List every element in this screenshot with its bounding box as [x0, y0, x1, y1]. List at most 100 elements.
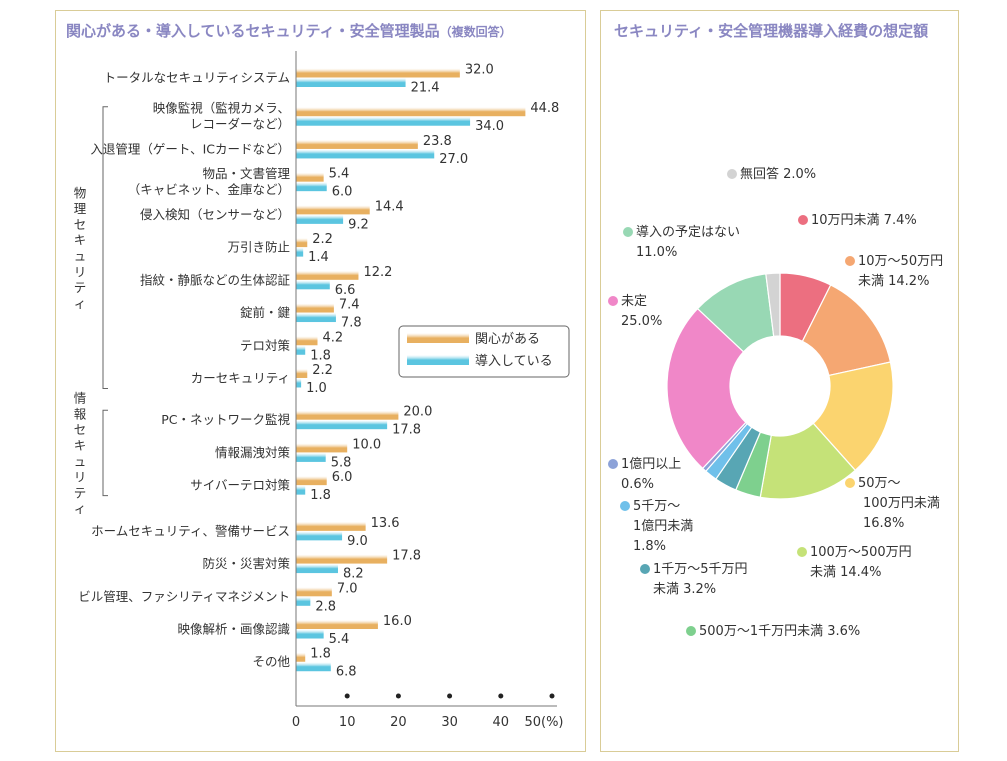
- bar-adopted: [296, 531, 343, 541]
- slice-label: 未定: [621, 294, 647, 309]
- value-label-adopted: 6.0: [332, 185, 353, 200]
- slice-label: 10万円未満 7.4%: [811, 213, 917, 228]
- bar-chart-title-main: 関心がある・導入しているセキュリティ・安全管理製品: [66, 22, 440, 40]
- group-label-char: テ: [74, 280, 87, 295]
- value-label-interest: 7.4: [339, 298, 360, 313]
- group-label-char: リ: [74, 264, 87, 279]
- bar-interest: [296, 139, 418, 149]
- bar-interest: [296, 107, 526, 117]
- group-label-char: リ: [74, 470, 87, 485]
- slice-label: 1億円未満: [633, 518, 693, 534]
- bar-interest: [296, 410, 399, 420]
- value-label-interest: 10.0: [352, 437, 381, 452]
- bar-adopted: [296, 214, 344, 224]
- slice-label-dot: [623, 227, 633, 237]
- slice-label: 未満 14.2%: [858, 274, 929, 289]
- value-label-interest: 14.4: [375, 199, 404, 214]
- category-label: 万引き防止: [227, 240, 290, 255]
- category-label: テロ対策: [240, 338, 291, 353]
- bar-interest: [296, 172, 324, 182]
- bar-interest: [296, 368, 308, 378]
- slice-label: 未満 14.4%: [810, 565, 881, 580]
- slice-label: 16.8%: [863, 516, 904, 531]
- bar-chart-title: 関心がある・導入しているセキュリティ・安全管理製品（複数回答）: [66, 20, 512, 41]
- slice-label: 11.0%: [636, 245, 677, 260]
- category-label: 入退管理（ゲート、ICカードなど）: [90, 141, 290, 156]
- value-label-adopted: 8.2: [343, 567, 364, 582]
- category-label: ホームセキュリティ、警備サービス: [91, 523, 290, 538]
- slice-label: 1億円以上: [621, 456, 681, 472]
- category-label: 指紋・静脈などの生体認証: [140, 272, 291, 287]
- slice-label-dot: [640, 564, 650, 574]
- value-label-interest: 2.2: [312, 363, 333, 378]
- group-label-char: キ: [74, 233, 87, 248]
- group-label-char: セ: [74, 422, 87, 437]
- slice-label: 100万円未満: [863, 496, 940, 511]
- value-label-adopted: 21.4: [411, 81, 440, 96]
- value-label-adopted: 6.6: [335, 283, 356, 298]
- slice-label: 100万～500万円: [810, 545, 912, 560]
- slice-label-dot: [620, 501, 630, 511]
- value-label-interest: 1.8: [310, 647, 331, 662]
- bar-adopted: [296, 452, 326, 462]
- group-label-char: ュ: [74, 454, 87, 469]
- bar-interest: [296, 587, 332, 597]
- category-label: 映像監視（監視カメラ、: [153, 101, 290, 116]
- legend-swatch-adopted: [407, 355, 469, 365]
- value-label-interest: 20.0: [403, 405, 432, 420]
- value-label-adopted: 34.0: [475, 119, 504, 134]
- x-tick-label: 20: [390, 715, 407, 730]
- value-label-adopted: 5.4: [329, 632, 350, 647]
- category-label: ビル管理、ファシリティマネジメント: [78, 589, 290, 604]
- group-label-char: 物: [74, 185, 87, 200]
- slice-label: 5千万～: [633, 499, 680, 514]
- x-tick-dot: [498, 693, 504, 699]
- category-label: トータルなセキュリティシステム: [104, 70, 290, 85]
- bar-adopted: [296, 564, 338, 574]
- group-label-char: 理: [74, 201, 87, 216]
- bar-adopted: [296, 485, 306, 495]
- x-tick-dot: [395, 693, 401, 699]
- value-label-interest: 13.6: [371, 516, 400, 531]
- value-label-adopted: 7.8: [341, 316, 362, 331]
- bar-chart: 32.0 21.4 トータルなセキュリティシステム 44.8 34.0 映像監視（監視カメ…: [74, 51, 570, 730]
- x-tick-dot: [344, 693, 350, 699]
- x-tick-dot: [549, 693, 555, 699]
- slice-label-dot: [608, 459, 618, 469]
- donut-slice: [765, 272, 781, 338]
- category-label: 情報漏洩対策: [215, 445, 291, 460]
- slice-label: 導入の予定はない: [636, 225, 740, 240]
- category-label: サイバーテロ対策: [190, 478, 290, 493]
- value-label-adopted: 1.8: [310, 488, 331, 503]
- bar-adopted: [296, 247, 304, 257]
- value-label-adopted: 5.8: [331, 455, 352, 470]
- value-label-interest: 6.0: [332, 470, 353, 485]
- category-label: 映像解析・画像認識: [177, 622, 290, 637]
- bar-interest: [296, 652, 306, 662]
- value-label-interest: 23.8: [423, 134, 452, 149]
- category-label: レコーダーなど）: [190, 117, 290, 132]
- value-label-adopted: 1.0: [306, 381, 327, 396]
- legend-label-adopted: 導入している: [475, 354, 553, 369]
- slice-label: 0.6%: [621, 477, 654, 492]
- value-label-interest: 4.2: [323, 330, 344, 345]
- slice-label: 無回答 2.0%: [740, 166, 816, 182]
- value-label-interest: 44.8: [530, 101, 559, 116]
- x-tick-label: 30: [441, 715, 458, 730]
- category-label: 物品・文書管理: [202, 166, 290, 181]
- group-label-char: テ: [74, 485, 87, 500]
- slice-label-dot: [845, 478, 855, 488]
- value-label-interest: 2.2: [312, 232, 333, 247]
- bar-adopted: [296, 378, 302, 388]
- slice-label: 50万～: [858, 476, 901, 491]
- slice-label-dot: [686, 626, 696, 636]
- value-label-interest: 17.8: [392, 549, 421, 564]
- bar-interest: [296, 303, 334, 313]
- slice-label: 1千万～5千万円: [653, 562, 748, 577]
- bar-adopted: [296, 345, 306, 355]
- category-label: カーセキュリティ: [191, 370, 290, 385]
- bar-adopted: [296, 78, 406, 87]
- slice-label-dot: [727, 169, 737, 179]
- bar-adopted: [296, 420, 388, 430]
- x-tick-label: 40: [493, 715, 510, 730]
